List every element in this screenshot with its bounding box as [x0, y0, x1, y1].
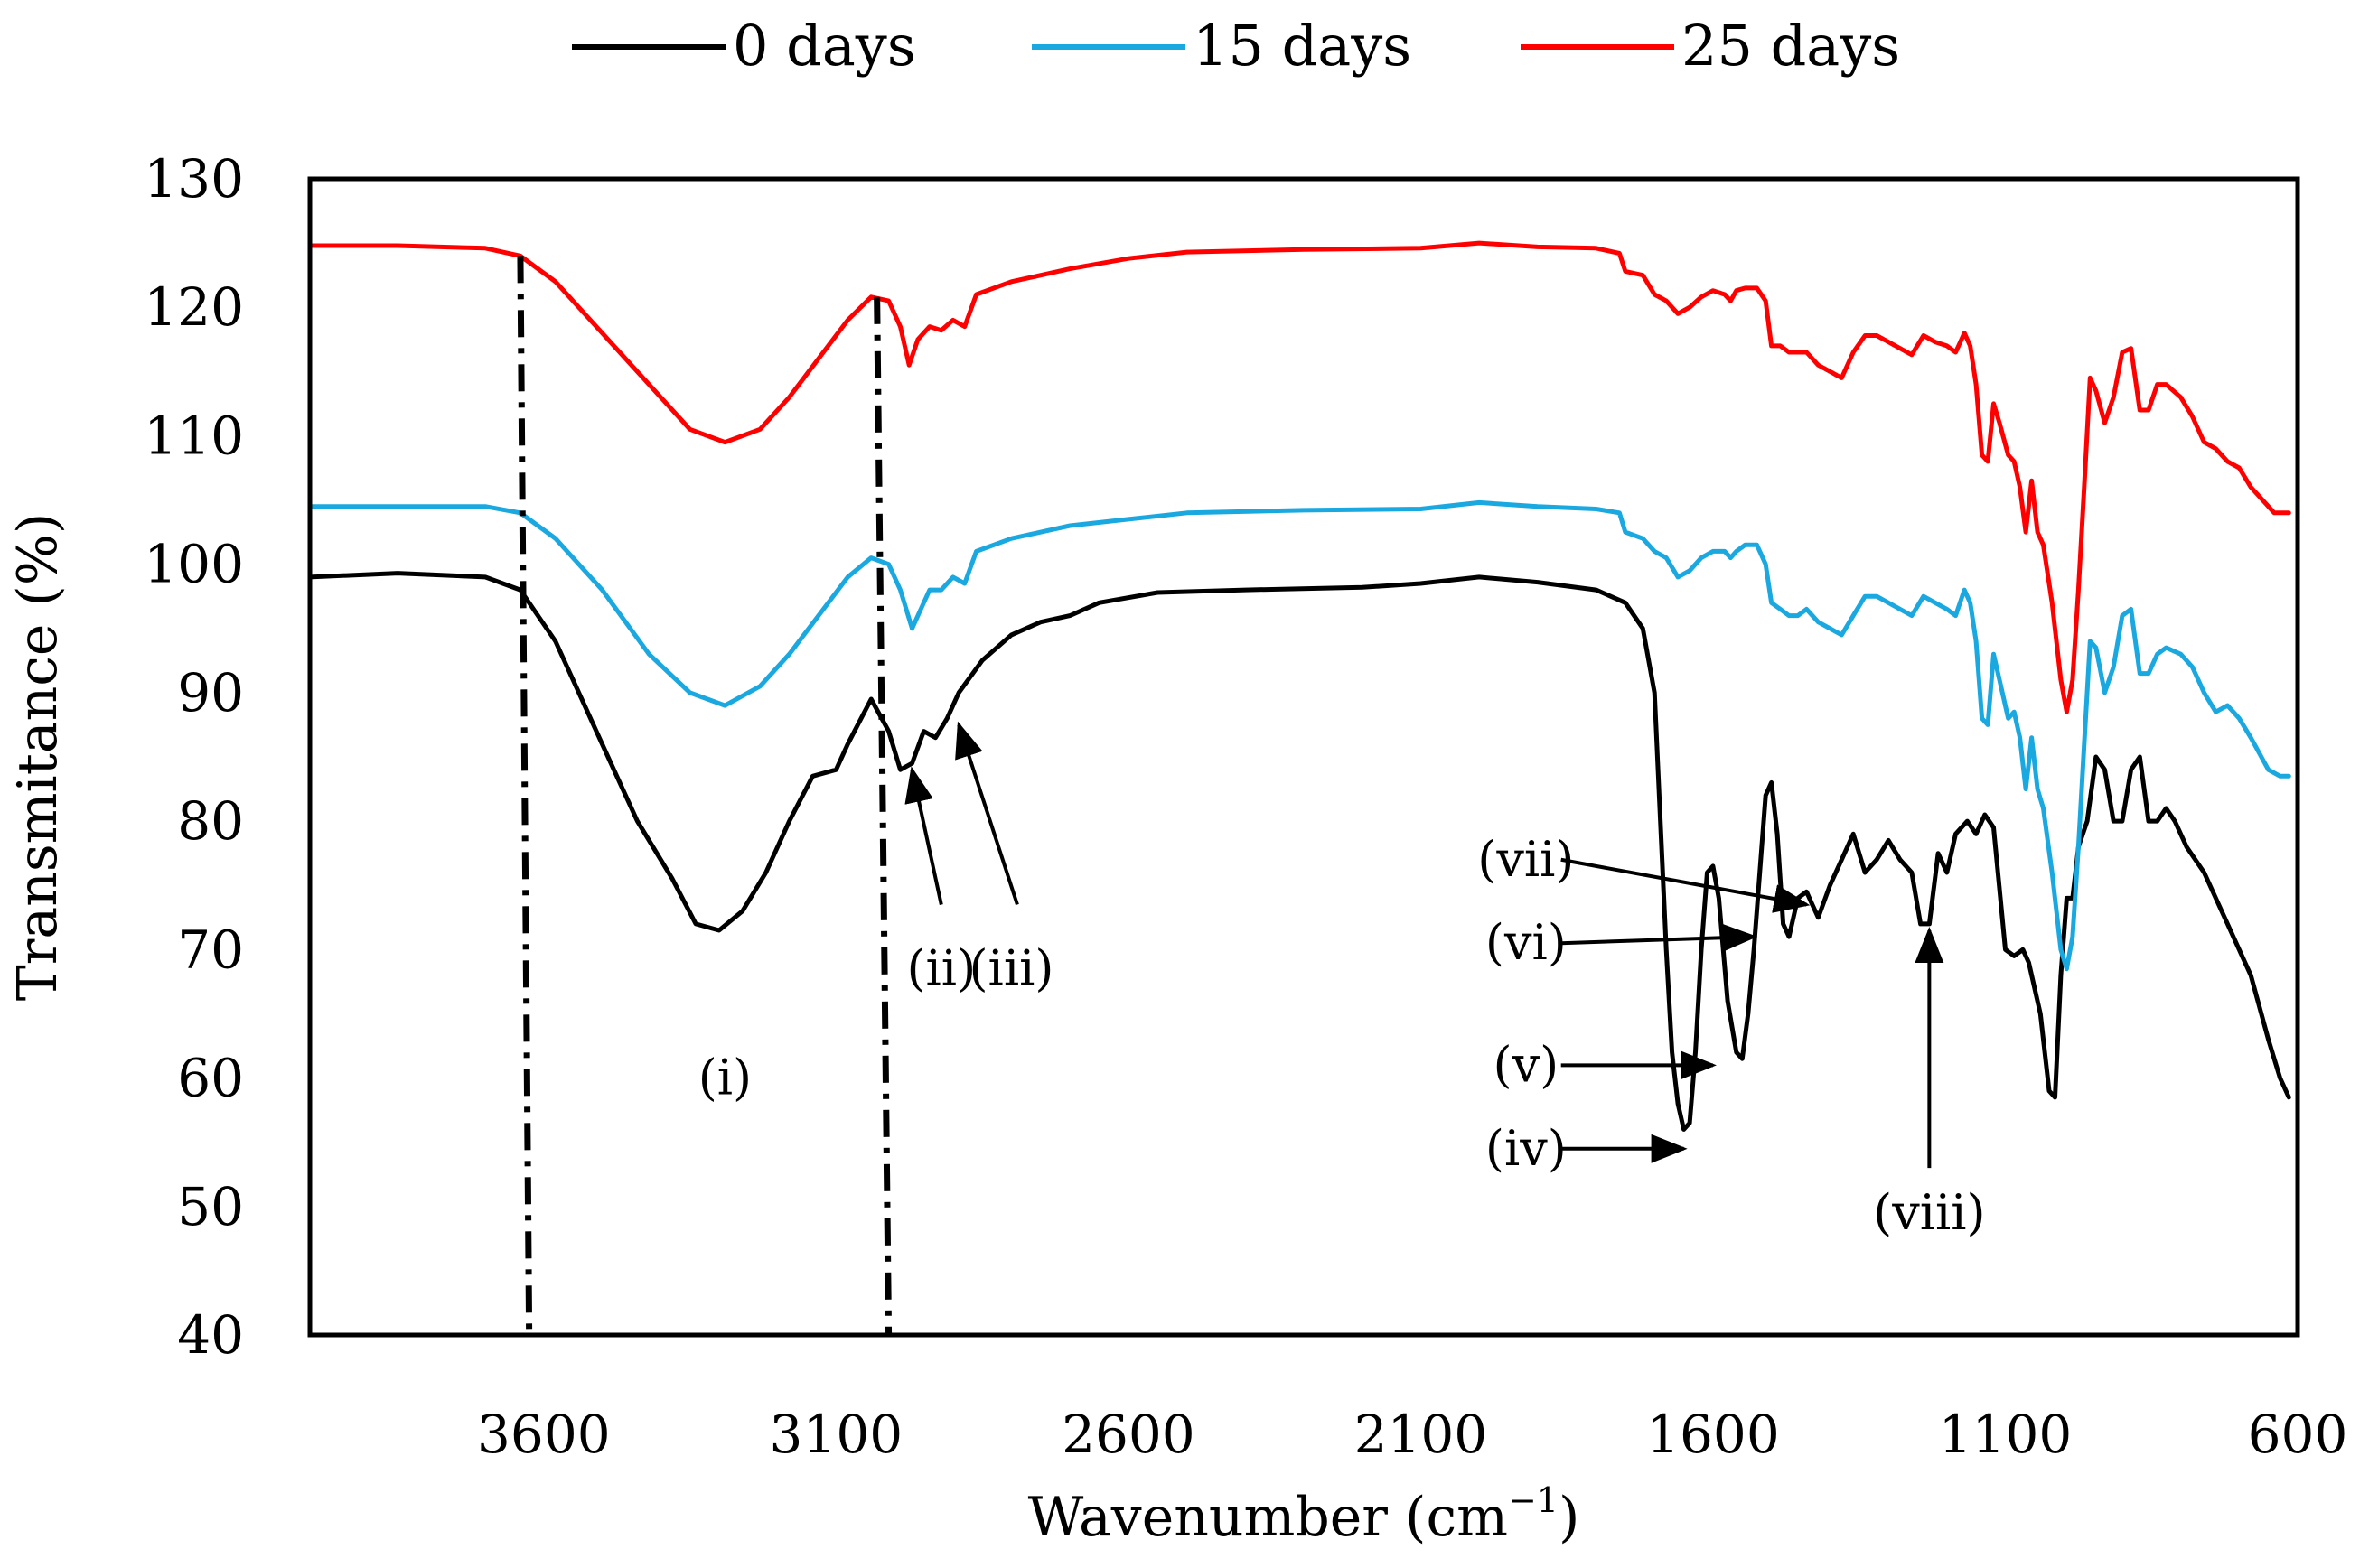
y-tick-label: 80 — [177, 790, 244, 852]
x-axis-title-superscript: −1 — [1508, 1480, 1559, 1520]
legend: 0 days 15 days 25 days — [572, 13, 1900, 79]
x-axis-title-close: ) — [1559, 1486, 1579, 1549]
y-tick-label: 50 — [177, 1176, 244, 1237]
y-axis-title: Transmitance (%) — [6, 513, 70, 1002]
annotation-label: (v) — [1494, 1036, 1559, 1093]
x-tick-label: 2600 — [1062, 1404, 1195, 1465]
plot-frame — [307, 176, 2300, 1338]
annotation-label: (iii) — [969, 940, 1053, 997]
annotation-label: (i) — [698, 1050, 752, 1106]
legend-label: 0 days — [733, 13, 916, 79]
legend-label: 25 days — [1681, 13, 1900, 79]
y-tick-label: 120 — [144, 276, 244, 338]
annotation-label: (viii) — [1873, 1184, 1985, 1241]
annotation-arrow — [1560, 857, 1811, 913]
x-tick-label: 1600 — [1646, 1404, 1780, 1465]
series-line-25-days — [307, 240, 2291, 714]
x-tick-label: 3100 — [770, 1404, 904, 1465]
reference-line-2 — [874, 296, 893, 1336]
series-layer — [307, 240, 2291, 1132]
x-tick-label: 2100 — [1354, 1404, 1488, 1465]
x-axis-title: Wavenumber (cm−1) — [1028, 1480, 1580, 1549]
y-tick-label: 70 — [177, 919, 244, 980]
annotation-label: (ii) — [906, 940, 976, 997]
y-tick-label: 90 — [177, 662, 244, 723]
annotations: (i) (ii)(iii) (iv) (v) (vi) (vii) (viii) — [698, 721, 1986, 1241]
series-line-15-days — [307, 499, 2291, 972]
annotation-label: (iv) — [1485, 1120, 1567, 1177]
axes: 40 50 60 70 80 90 100 110 120 130 3600 3100 2600 2100… — [144, 148, 2347, 1465]
annotation-arrow — [1560, 923, 1758, 953]
reference-line-1 — [517, 256, 533, 1336]
annotation-label: (vi) — [1485, 914, 1567, 971]
annotation-arrow — [904, 766, 943, 905]
annotation-arrow — [955, 721, 1019, 906]
y-tick-label: 40 — [177, 1304, 244, 1366]
y-tick-label: 100 — [144, 534, 244, 595]
x-tick-label: 3600 — [477, 1404, 611, 1465]
x-tick-label: 600 — [2248, 1404, 2348, 1465]
y-tick-label: 60 — [177, 1048, 244, 1109]
y-tick-label: 130 — [144, 148, 244, 210]
y-tick-label: 110 — [144, 405, 244, 466]
reference-lines — [517, 256, 893, 1336]
x-tick-label: 1100 — [1939, 1404, 2073, 1465]
legend-label: 15 days — [1193, 13, 1411, 79]
annotation-label: (vii) — [1477, 831, 1574, 888]
x-axis-title-main: Wavenumber (cm — [1028, 1486, 1508, 1549]
